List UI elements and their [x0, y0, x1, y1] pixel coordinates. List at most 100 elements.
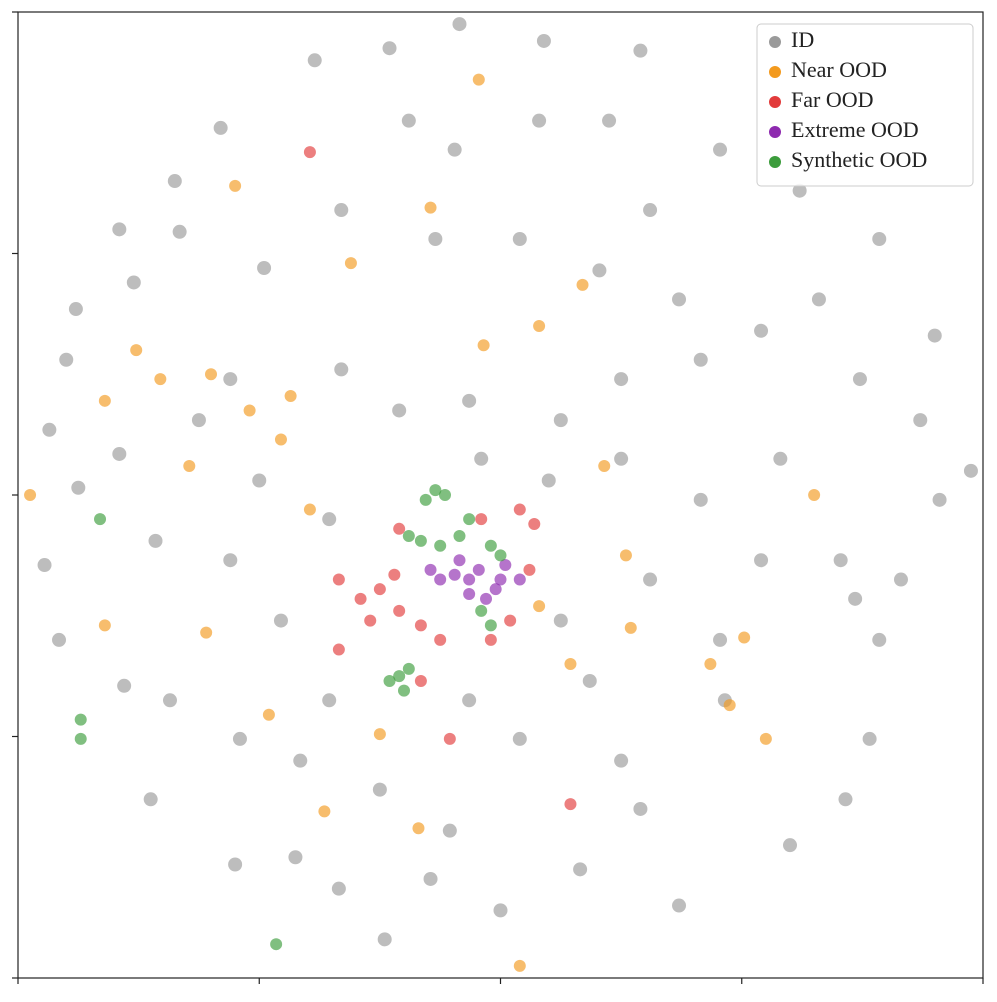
point	[423, 871, 438, 886]
point	[213, 120, 228, 135]
point	[262, 708, 275, 721]
point	[523, 563, 536, 576]
point	[148, 533, 163, 548]
point	[614, 753, 629, 768]
point	[582, 673, 597, 688]
point	[303, 146, 316, 159]
point	[334, 203, 349, 218]
point	[513, 959, 526, 972]
point	[838, 792, 853, 807]
point	[463, 588, 476, 601]
point	[643, 203, 658, 218]
point	[872, 632, 887, 647]
point	[783, 838, 797, 853]
point	[273, 613, 288, 628]
point	[792, 183, 807, 198]
point	[541, 473, 556, 488]
point	[723, 699, 736, 712]
ticks	[12, 11, 984, 984]
point	[693, 352, 708, 367]
legend-label: Synthetic OOD	[791, 147, 927, 172]
point	[624, 621, 637, 634]
point	[205, 368, 217, 381]
point	[452, 17, 467, 32]
point	[533, 319, 546, 332]
point	[759, 732, 772, 745]
point	[564, 798, 577, 811]
point	[553, 613, 568, 628]
point	[643, 572, 658, 587]
point	[74, 713, 87, 726]
legend-marker	[769, 126, 781, 138]
point	[528, 517, 541, 530]
point	[633, 801, 648, 816]
point	[284, 389, 297, 402]
point	[862, 731, 877, 746]
point	[592, 263, 607, 278]
point	[243, 404, 256, 417]
point	[388, 568, 401, 581]
point	[477, 339, 490, 352]
point	[672, 898, 687, 913]
point	[71, 480, 86, 495]
point	[472, 73, 485, 86]
point	[172, 224, 187, 239]
point	[98, 394, 111, 407]
legend-marker	[769, 96, 781, 108]
legend-frame	[756, 23, 974, 187]
point	[322, 693, 337, 708]
point	[614, 372, 629, 387]
point	[412, 822, 425, 835]
legend-marker	[769, 156, 781, 168]
point	[614, 451, 629, 466]
point	[232, 731, 247, 746]
point	[773, 451, 788, 466]
point	[872, 232, 887, 247]
point	[402, 530, 415, 543]
point	[484, 633, 497, 646]
point	[98, 619, 111, 632]
point	[434, 573, 447, 586]
legend-label: ID	[791, 27, 814, 52]
point	[443, 732, 456, 745]
point	[331, 881, 346, 896]
point	[424, 201, 437, 214]
point	[439, 489, 452, 501]
point	[472, 563, 485, 576]
point	[372, 782, 387, 797]
point	[288, 850, 303, 865]
point	[462, 393, 477, 408]
point	[318, 805, 331, 818]
point	[553, 413, 568, 428]
point	[112, 446, 127, 461]
point	[963, 463, 978, 478]
point	[754, 553, 769, 568]
point	[598, 460, 611, 473]
point	[162, 693, 177, 708]
point	[713, 142, 728, 157]
point	[307, 53, 322, 68]
point	[274, 433, 287, 446]
point	[442, 823, 457, 838]
point	[499, 559, 512, 572]
legend-marker	[769, 36, 781, 48]
point	[672, 292, 687, 307]
point	[167, 174, 182, 189]
point	[533, 600, 546, 613]
point	[453, 554, 466, 567]
point	[393, 522, 406, 535]
point	[200, 626, 213, 639]
point	[257, 260, 272, 275]
point	[429, 484, 442, 497]
legend-label: Far OOD	[791, 87, 874, 112]
point	[74, 732, 87, 745]
point	[893, 572, 908, 587]
point	[393, 604, 406, 617]
point	[573, 862, 588, 877]
point	[434, 633, 447, 646]
point	[112, 222, 127, 237]
point	[927, 328, 942, 343]
point	[434, 539, 447, 552]
point	[303, 503, 316, 516]
